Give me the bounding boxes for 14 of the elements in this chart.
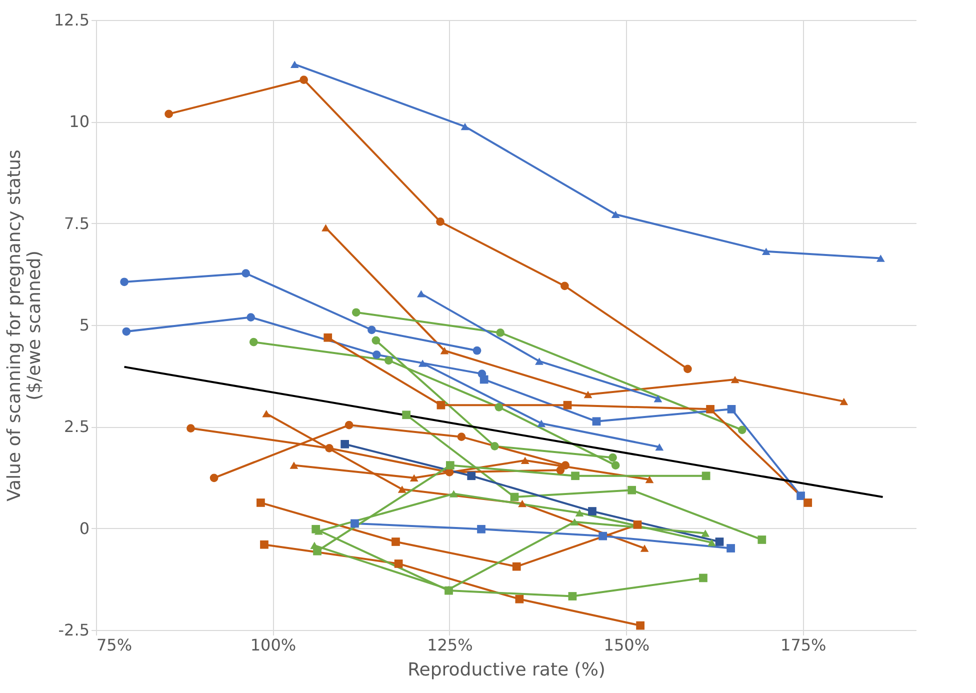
y-tick-label: 7.5 [64,214,90,233]
y-tick-label: 2.5 [64,417,90,436]
y-tick-label: -2.5 [58,620,90,640]
x-axis-title: Reproductive rate (%) [408,660,606,680]
y-tick-label: 0 [79,518,90,538]
y-tick-label: 12.5 [54,10,90,30]
x-tick-label: 150% [604,636,650,654]
x-tick-label: 125% [427,636,473,654]
x-tick-label: 175% [780,636,826,654]
y-tick-label: 5 [79,316,90,334]
y-axis-title: Value of scanning for pregnancy status ($/ewe scanned) [4,150,45,502]
x-tick-label: 75% [96,636,132,654]
y-tick-label: 10 [69,112,90,132]
x-tick-label: 100% [250,636,296,654]
